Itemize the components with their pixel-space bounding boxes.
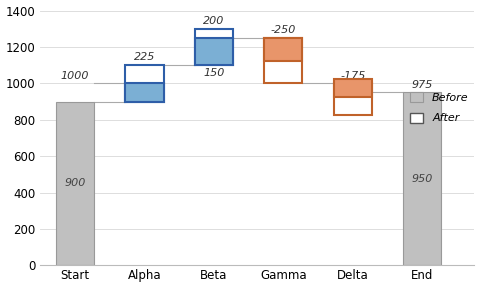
Legend: Before, After: Before, After bbox=[406, 88, 473, 128]
Text: 950: 950 bbox=[412, 174, 433, 184]
Text: 200: 200 bbox=[203, 16, 225, 26]
Text: -125: -125 bbox=[271, 44, 296, 54]
Text: 975: 975 bbox=[412, 80, 433, 90]
Bar bbox=[334, 79, 372, 97]
Bar bbox=[195, 38, 233, 65]
Bar bbox=[125, 65, 164, 102]
Bar bbox=[403, 92, 442, 265]
Bar bbox=[334, 83, 372, 115]
Text: -250: -250 bbox=[271, 25, 296, 35]
Text: 1000: 1000 bbox=[60, 71, 89, 81]
Text: -100: -100 bbox=[340, 83, 366, 93]
Bar bbox=[195, 29, 233, 65]
Text: 100: 100 bbox=[134, 88, 155, 97]
Text: 150: 150 bbox=[203, 68, 225, 78]
Text: -175: -175 bbox=[340, 71, 366, 81]
Text: 900: 900 bbox=[64, 178, 85, 188]
Bar bbox=[264, 38, 302, 60]
Bar bbox=[56, 102, 94, 265]
Text: 225: 225 bbox=[134, 52, 155, 62]
Bar bbox=[125, 83, 164, 102]
Bar bbox=[264, 38, 302, 83]
